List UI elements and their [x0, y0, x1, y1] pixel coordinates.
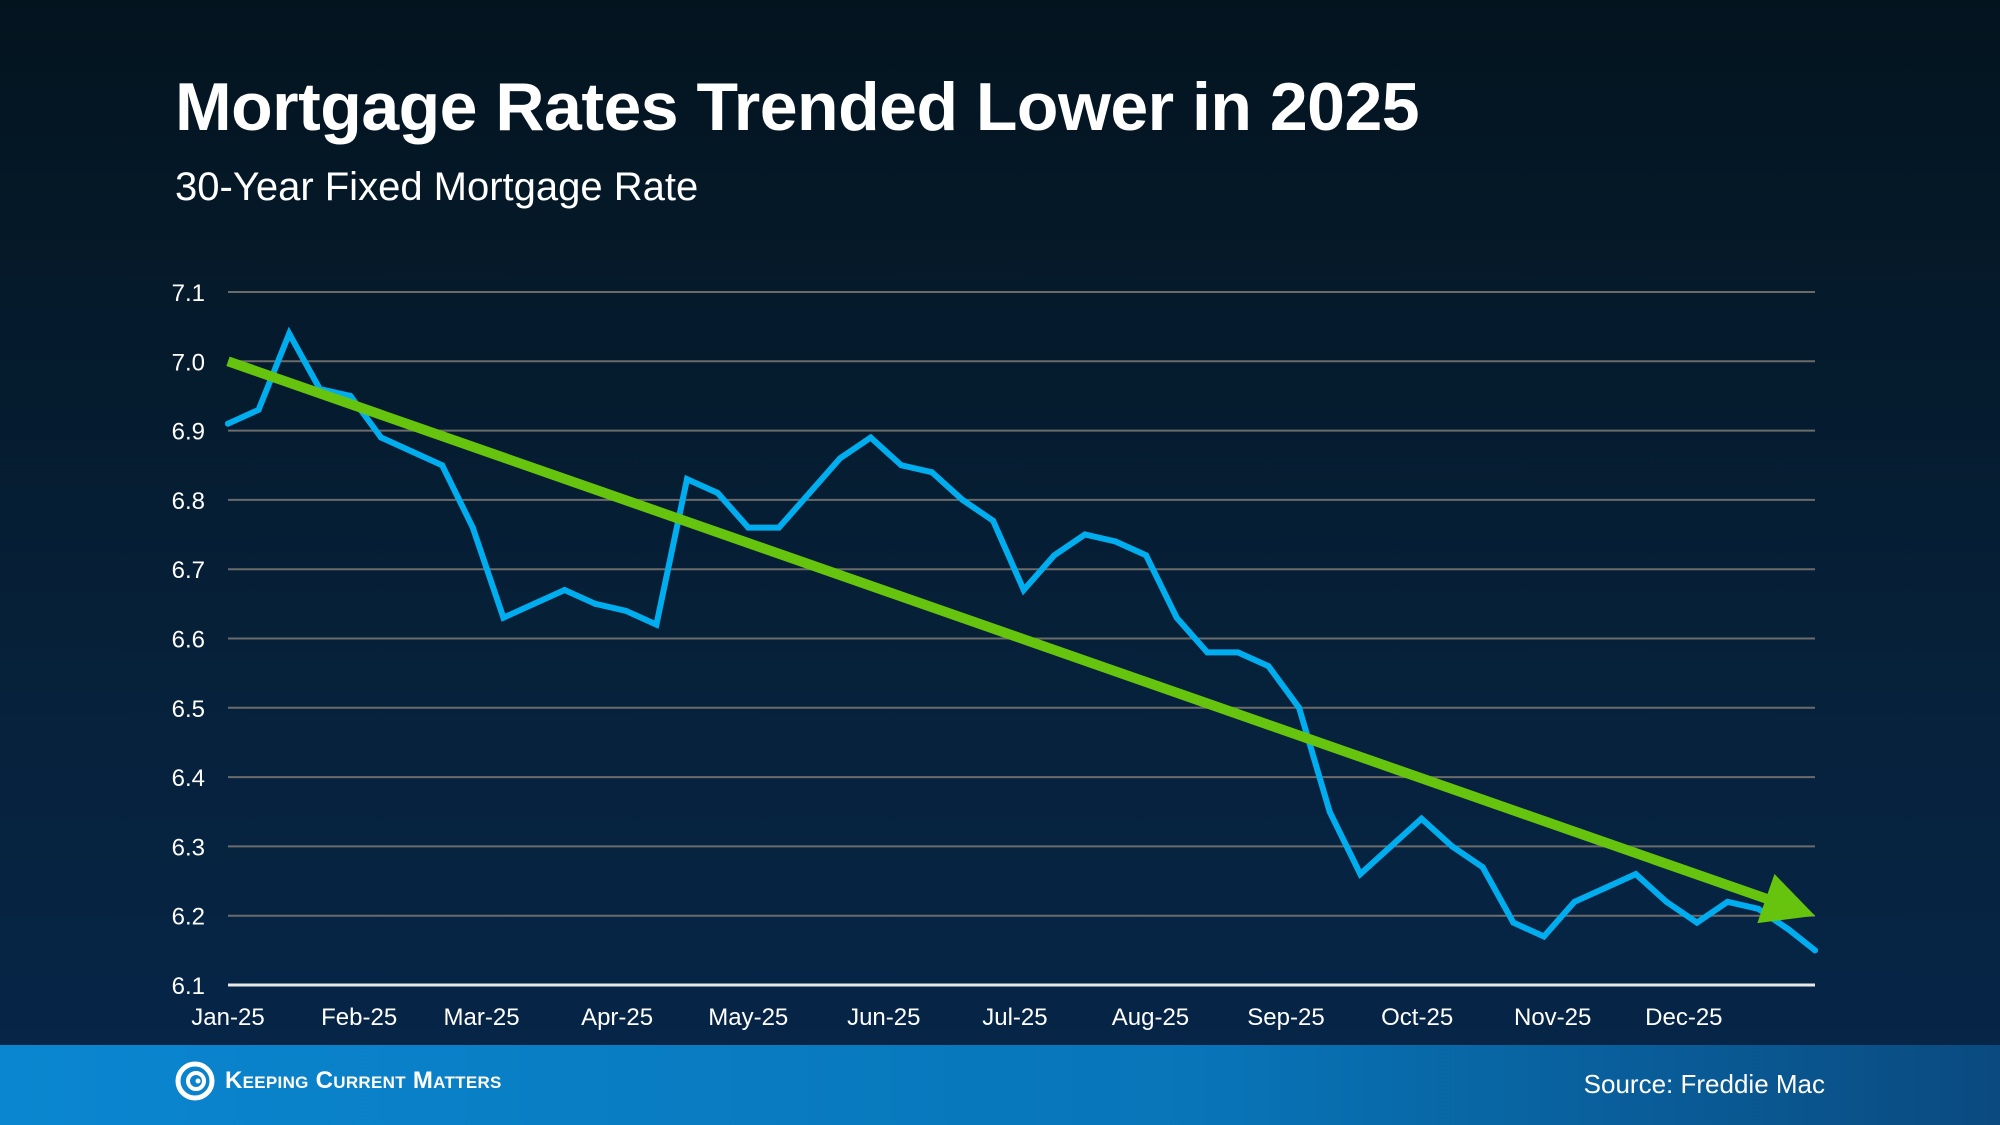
data-point	[1812, 947, 1818, 954]
x-tick-label: Sep-25	[1247, 1004, 1324, 1031]
data-point	[867, 434, 874, 441]
x-tick-label: Jan-25	[191, 1004, 264, 1031]
data-point	[1540, 933, 1547, 940]
data-point	[1081, 531, 1088, 538]
x-tick-label: Oct-25	[1381, 1004, 1453, 1031]
data-point	[745, 524, 752, 531]
data-point	[1051, 552, 1058, 559]
data-point	[806, 489, 813, 496]
data-point	[500, 614, 507, 621]
data-point	[561, 586, 568, 593]
data-point	[1724, 898, 1731, 905]
data-point	[1326, 808, 1333, 815]
data-point	[1296, 704, 1303, 711]
data-point	[653, 621, 660, 628]
data-point	[286, 330, 293, 337]
data-point	[1265, 663, 1272, 670]
data-point	[1693, 919, 1700, 926]
data-point	[1143, 552, 1150, 559]
y-tick-label: 6.7	[172, 557, 205, 584]
trend-arrowhead	[1757, 874, 1815, 924]
x-tick-label: Aug-25	[1112, 1004, 1189, 1031]
trend-line	[226, 356, 1773, 905]
data-point	[439, 462, 446, 469]
data-point	[1663, 898, 1670, 905]
y-tick-label: 6.4	[172, 765, 205, 792]
data-point	[1418, 815, 1425, 822]
footer-bar: Keeping Current Matters Source: Freddie …	[0, 1045, 2000, 1125]
data-point	[1571, 898, 1578, 905]
data-point	[684, 476, 691, 483]
data-point	[1357, 871, 1364, 878]
data-point	[837, 455, 844, 462]
data-point	[1479, 864, 1486, 871]
x-tick-label: Apr-25	[581, 1004, 653, 1031]
data-point	[255, 406, 262, 413]
data-point	[1204, 649, 1211, 656]
data-point	[347, 392, 354, 399]
line-chart: 7.1 7.0 6.9 6.8 6.7 6.6 6.5 6.4 6.3 6.2 6.1 Jan-25 F…	[172, 280, 1818, 1031]
y-tick-label: 6.8	[172, 488, 205, 515]
data-point	[622, 607, 629, 614]
swirl-logo-icon	[175, 1061, 215, 1101]
data-point	[1020, 586, 1027, 593]
chart-subtitle: 30-Year Fixed Mortgage Rate	[175, 165, 699, 209]
data-point	[225, 420, 231, 427]
x-tick-label: Jun-25	[847, 1004, 920, 1031]
y-tick-label: 6.1	[172, 973, 205, 1000]
y-tick-label: 6.6	[172, 627, 205, 654]
y-tick-label: 6.5	[172, 696, 205, 723]
source-note: Source: Freddie Mac	[1583, 1069, 1825, 1099]
x-tick-label: Jul-25	[982, 1004, 1047, 1031]
logo-text: Keeping Current Matters	[225, 1067, 502, 1094]
y-tick-label: 7.0	[172, 349, 205, 376]
chart-title: Mortgage Rates Trended Lower in 2025	[175, 69, 1420, 145]
data-point	[1755, 905, 1762, 912]
y-tick-label: 6.9	[172, 419, 205, 446]
data-point	[1449, 843, 1456, 850]
data-point	[1785, 926, 1792, 933]
data-point	[1510, 919, 1517, 926]
data-point	[1387, 843, 1394, 850]
x-tick-label: Feb-25	[321, 1004, 397, 1031]
x-tick-label: Dec-25	[1645, 1004, 1722, 1031]
x-tick-label: Mar-25	[444, 1004, 520, 1031]
data-point	[1234, 649, 1241, 656]
data-point	[1632, 871, 1639, 878]
data-point	[469, 524, 476, 531]
data-point	[1602, 884, 1609, 891]
data-point	[775, 524, 782, 531]
data-point	[378, 434, 385, 441]
data-point	[408, 448, 415, 455]
data-point	[898, 462, 905, 469]
kcm-logo: Keeping Current Matters	[175, 1061, 502, 1101]
data-point	[959, 496, 966, 503]
y-tick-label: 6.2	[172, 904, 205, 931]
y-tick-label: 6.3	[172, 834, 205, 861]
data-point	[714, 489, 721, 496]
data-point	[1173, 614, 1180, 621]
y-tick-label: 7.1	[172, 280, 205, 307]
data-point	[531, 600, 538, 607]
data-point	[592, 600, 599, 607]
x-tick-label: Nov-25	[1514, 1004, 1591, 1031]
data-point	[1112, 538, 1119, 545]
data-point	[928, 469, 935, 476]
x-tick-label: May-25	[708, 1004, 788, 1031]
data-point	[990, 517, 997, 524]
